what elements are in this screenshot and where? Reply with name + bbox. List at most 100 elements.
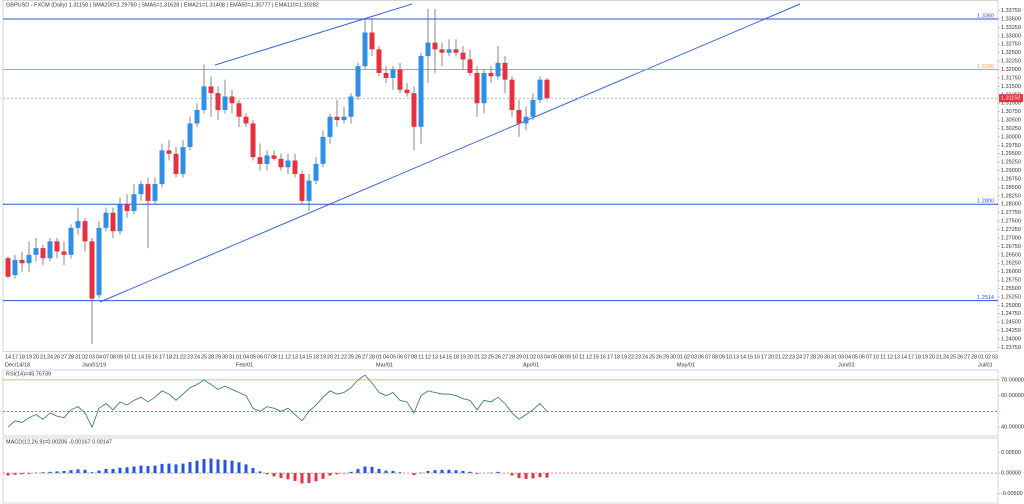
x-tick-label: 26	[957, 354, 963, 360]
candle-body	[278, 158, 284, 168]
x-tick-label: 29	[516, 354, 522, 360]
candle-body	[194, 109, 200, 124]
macd-bar	[111, 468, 115, 474]
candle-body	[257, 157, 263, 164]
x-tick-label: 26	[355, 354, 361, 360]
x-tick-label: 11	[880, 354, 886, 360]
macd-bar	[160, 463, 164, 474]
month-label: Feb/01	[236, 362, 253, 368]
x-tick-label: 11	[131, 354, 137, 360]
x-tick-label: 04	[544, 354, 550, 360]
macd-bar	[41, 472, 45, 474]
y-tick-label: 1.24250	[1001, 328, 1021, 334]
candle-body	[124, 204, 130, 212]
x-tick-label: 23	[187, 354, 193, 360]
candle-body	[159, 150, 165, 185]
x-tick-label: 17	[607, 354, 613, 360]
y-tick-label: 1.27000	[1001, 235, 1021, 241]
candle-body	[26, 254, 32, 264]
macd-bar	[216, 459, 220, 474]
macd-bar	[307, 473, 311, 483]
x-tick-label: 18	[915, 354, 921, 360]
last-price-label: 1.31150	[1001, 96, 1020, 102]
y-tick-label: 1.28750	[1001, 176, 1021, 182]
macd-bar	[139, 465, 143, 474]
macd-bar	[202, 459, 206, 474]
level-label: 1.3200	[977, 64, 994, 70]
candle-body	[40, 248, 46, 259]
candle-body	[523, 116, 529, 124]
macd-bar	[209, 458, 213, 474]
candle-body	[19, 259, 25, 264]
x-tick-label: 01	[677, 354, 683, 360]
macd-bar	[13, 473, 17, 475]
macd-bar	[398, 472, 402, 474]
y-tick-label: 1.24000	[1001, 336, 1021, 342]
macd-bar	[167, 463, 171, 474]
x-tick-label: 03	[89, 354, 95, 360]
candle-body	[33, 248, 39, 255]
macd-bar	[62, 471, 66, 474]
x-tick-label: 22	[341, 354, 347, 360]
y-tick-label: 1.33250	[1001, 25, 1021, 31]
macd-bar	[272, 473, 276, 477]
macd-bar	[181, 463, 185, 474]
x-tick-label: 01	[236, 354, 242, 360]
x-tick-label: 11	[579, 354, 585, 360]
macd-bar	[251, 468, 255, 474]
macd-bar	[83, 469, 87, 474]
macd-bar	[475, 473, 479, 474]
y-tick-label: 1.24500	[1001, 320, 1021, 326]
macd-bar	[27, 473, 31, 474]
candle-body	[425, 42, 431, 57]
x-tick-label: 18	[313, 354, 319, 360]
candle-body	[362, 32, 368, 67]
x-tick-label: 25	[950, 354, 956, 360]
x-tick-label: 26	[495, 354, 501, 360]
candle-body	[334, 116, 340, 121]
candle-body	[75, 221, 81, 228]
macd-bar	[20, 473, 24, 475]
x-tick-label: 24	[47, 354, 53, 360]
x-tick-label: 08	[558, 354, 564, 360]
macd-bar	[69, 470, 73, 474]
x-tick-label: 08	[271, 354, 277, 360]
x-tick-label: 30	[222, 354, 228, 360]
month-label: Apr/01	[523, 362, 539, 368]
x-tick-label: 03	[537, 354, 543, 360]
x-tick-label: 17	[12, 354, 18, 360]
month-label: Dec/14/18	[5, 362, 30, 368]
candle-body	[180, 147, 186, 174]
macd-bar	[76, 469, 80, 474]
candle-body	[145, 184, 151, 201]
macd-bar	[237, 462, 241, 474]
x-tick-label: 18	[19, 354, 25, 360]
candle-body	[404, 89, 410, 94]
x-tick-label: 05	[390, 354, 396, 360]
y-tick-label: 1.26250	[1001, 261, 1021, 267]
x-tick-label: 20	[327, 354, 333, 360]
candle-body	[446, 49, 452, 53]
candle-body	[68, 227, 74, 255]
x-tick-label: 21	[40, 354, 46, 360]
y-tick-label: 1.30250	[1001, 126, 1021, 132]
x-tick-label: 21	[474, 354, 480, 360]
y-tick-label: 1.33750	[1001, 8, 1021, 14]
x-tick-label: 04	[845, 354, 851, 360]
x-tick-label: 10	[572, 354, 578, 360]
candle-body	[243, 116, 249, 124]
y-tick-label: 1.31000	[1001, 101, 1021, 107]
macd-bar	[510, 473, 514, 476]
x-tick-label: 11	[278, 354, 284, 360]
macd-bar	[461, 471, 465, 474]
macd-bar	[146, 466, 150, 474]
macd-bar	[468, 471, 472, 474]
y-tick-label: 1.32750	[1001, 42, 1021, 48]
macd-pane	[2, 437, 999, 504]
macd-bar	[6, 473, 10, 476]
x-tick-label: 25	[348, 354, 354, 360]
x-tick-label: 14	[740, 354, 746, 360]
y-tick-label: 1.29500	[1001, 151, 1021, 157]
x-tick-label: 22	[782, 354, 788, 360]
x-tick-label: 03	[838, 354, 844, 360]
